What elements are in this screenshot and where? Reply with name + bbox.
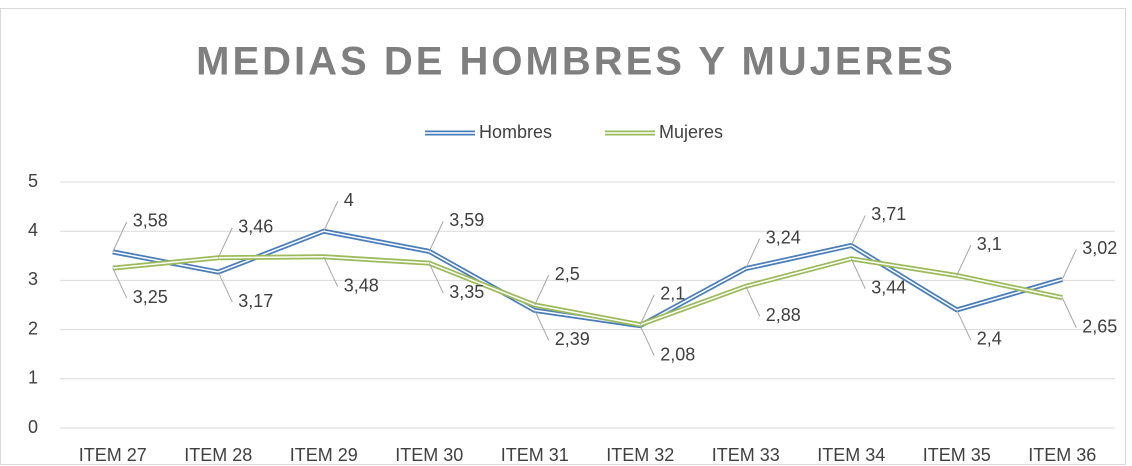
data-label: 3,44 bbox=[871, 278, 906, 298]
y-tick-label: 5 bbox=[28, 171, 38, 191]
data-label: 3,59 bbox=[449, 210, 484, 230]
data-label: 3,46 bbox=[238, 217, 273, 237]
data-label: 3,02 bbox=[1082, 238, 1117, 258]
leader-line bbox=[1061, 249, 1077, 280]
leader-line bbox=[956, 309, 972, 341]
data-label: 3,25 bbox=[133, 287, 168, 307]
x-tick-label: ITEM 36 bbox=[1028, 445, 1096, 465]
leader-line bbox=[745, 286, 761, 317]
leader-line bbox=[956, 245, 972, 276]
legend-label: Mujeres bbox=[659, 122, 723, 142]
data-label: 3,1 bbox=[977, 234, 1002, 254]
data-label: 3,24 bbox=[766, 227, 801, 247]
y-tick-label: 3 bbox=[28, 269, 38, 289]
leader-line bbox=[534, 274, 550, 306]
leader-line bbox=[850, 258, 866, 289]
data-label: 3,71 bbox=[871, 204, 906, 224]
data-label: 4 bbox=[344, 190, 354, 210]
leader-line bbox=[534, 310, 550, 341]
x-tick-label: ITEM 33 bbox=[712, 445, 780, 465]
data-label: 2,08 bbox=[660, 344, 695, 364]
series-line-inner bbox=[112, 230, 1063, 327]
x-tick-label: ITEM 34 bbox=[817, 445, 885, 465]
data-label: 2,1 bbox=[660, 283, 685, 303]
leader-line bbox=[217, 271, 233, 303]
leader-line bbox=[850, 215, 866, 246]
data-label: 3,58 bbox=[133, 211, 168, 231]
leader-line bbox=[745, 238, 761, 269]
x-tick-label: ITEM 30 bbox=[395, 445, 463, 465]
x-tick-label: ITEM 28 bbox=[184, 445, 252, 465]
legend-label: Hombres bbox=[479, 122, 552, 142]
data-label: 2,88 bbox=[766, 305, 801, 325]
leader-line bbox=[428, 221, 444, 252]
legend-item: Mujeres bbox=[605, 122, 723, 142]
y-tick-label: 4 bbox=[28, 220, 38, 240]
series-line-inner bbox=[112, 256, 1063, 326]
chart-area bbox=[0, 8, 1126, 465]
leader-line bbox=[1061, 297, 1077, 328]
data-label: 3,17 bbox=[238, 291, 273, 311]
chart-title: MEDIAS DE HOMBRES Y MUJERES bbox=[196, 40, 956, 84]
y-tick-label: 1 bbox=[28, 368, 38, 388]
leader-line bbox=[323, 200, 339, 232]
legend-item: Hombres bbox=[425, 122, 552, 142]
y-tick-label: 2 bbox=[28, 318, 38, 338]
x-tick-label: ITEM 35 bbox=[923, 445, 991, 465]
leader-line bbox=[428, 262, 444, 294]
leader-line bbox=[323, 256, 339, 287]
data-label: 2,5 bbox=[555, 264, 580, 284]
data-label: 2,39 bbox=[555, 329, 590, 349]
leader-line bbox=[639, 294, 655, 325]
data-label: 2,4 bbox=[977, 329, 1002, 349]
leader-line bbox=[639, 325, 655, 356]
x-tick-label: ITEM 32 bbox=[606, 445, 674, 465]
leader-line bbox=[112, 267, 128, 299]
leader-line bbox=[112, 221, 128, 253]
data-label: 3,48 bbox=[344, 276, 379, 296]
y-tick-label: 0 bbox=[28, 417, 38, 437]
data-label: 2,65 bbox=[1082, 316, 1117, 336]
data-label: 3,35 bbox=[449, 282, 484, 302]
leader-line bbox=[217, 227, 233, 258]
x-tick-label: ITEM 31 bbox=[501, 445, 569, 465]
x-tick-label: ITEM 27 bbox=[79, 445, 147, 465]
x-tick-label: ITEM 29 bbox=[290, 445, 358, 465]
